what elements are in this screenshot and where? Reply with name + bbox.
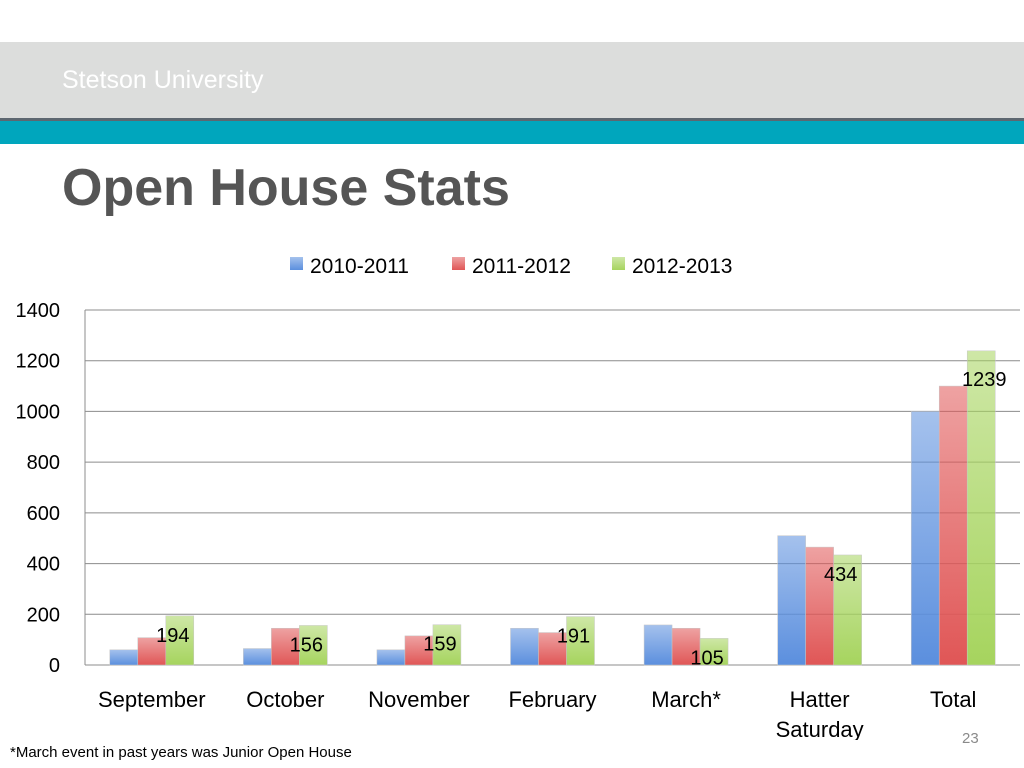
header-band <box>0 42 1024 118</box>
legend-swatch <box>452 257 465 270</box>
x-tick-label: Hatter <box>790 687 850 712</box>
bar-2012-2013-September <box>165 615 195 666</box>
data-label: 434 <box>824 564 857 586</box>
y-tick-label: 1200 <box>16 351 61 373</box>
chart-bars <box>109 350 996 666</box>
y-tick-label: 200 <box>27 604 60 626</box>
bar-2011-2012-Hatter-Saturday <box>805 546 834 666</box>
y-tick-label: 0 <box>49 655 60 677</box>
bar-2010-2011-November <box>376 649 406 666</box>
bar-2011-2012-November <box>404 635 434 666</box>
x-tick-label: Saturday <box>776 717 864 740</box>
bar-2011-2012-February <box>538 632 567 666</box>
data-label: 191 <box>557 626 590 648</box>
bar-2010-2011-September <box>109 649 139 666</box>
header-divider <box>0 118 1024 121</box>
bar-chart: 0 200 400 600 800 1000 1200 1400 September Octob… <box>16 255 1020 740</box>
legend-swatch <box>290 257 303 270</box>
bar-2012-2013-October <box>299 625 328 666</box>
x-axis-labels: September October November February March* Ha… <box>98 687 976 740</box>
x-tick-label: October <box>246 687 324 712</box>
legend-swatch <box>612 257 625 270</box>
y-tick-label: 1400 <box>16 300 61 322</box>
bar-2012-2013-Total <box>966 350 996 666</box>
bar-2012-2013-Hatter-Saturday <box>833 554 862 666</box>
header-university-name: Stetson University <box>62 66 264 94</box>
data-label: 159 <box>423 634 456 656</box>
header-teal-band <box>0 121 1024 144</box>
bar-2012-2013-March* <box>699 638 729 666</box>
bar-2010-2011-March* <box>643 624 673 666</box>
bar-2010-2011-Hatter-Saturday <box>777 535 806 666</box>
data-label: 194 <box>156 625 189 647</box>
x-tick-label: September <box>98 687 206 712</box>
y-tick-label: 400 <box>27 554 60 576</box>
y-axis-ticks: 0 200 400 600 800 1000 1200 1400 <box>16 300 61 677</box>
slide-number: 23 <box>962 730 979 747</box>
data-label: 105 <box>690 647 723 669</box>
x-tick-label: March* <box>651 687 721 712</box>
slide-title: Open House Stats <box>62 159 510 217</box>
bar-2010-2011-February <box>510 627 539 666</box>
bar-2011-2012-September <box>137 637 167 666</box>
x-tick-label: February <box>508 687 596 712</box>
bar-2010-2011-October <box>243 648 272 666</box>
bar-2012-2013-February <box>566 616 595 666</box>
bar-2012-2013-November <box>432 624 462 666</box>
x-tick-label: November <box>368 687 469 712</box>
bar-2011-2012-Total <box>938 385 968 666</box>
y-tick-label: 800 <box>27 452 60 474</box>
chart-legend: 2010-2011 2011-2012 2012-2013 <box>290 255 732 278</box>
bar-2010-2011-Total <box>910 411 940 666</box>
legend-label: 2011-2012 <box>472 255 571 278</box>
x-tick-label: Total <box>930 687 976 712</box>
legend-label: 2012-2013 <box>632 255 732 278</box>
footnote: *March event in past years was Junior Op… <box>10 744 352 761</box>
chart-gridlines <box>84 309 1020 666</box>
y-tick-label: 1000 <box>16 401 61 423</box>
legend-label: 2010-2011 <box>310 255 409 278</box>
y-tick-label: 600 <box>27 503 60 525</box>
data-label: 156 <box>290 634 323 656</box>
data-label: 1239 <box>962 369 1007 391</box>
data-labels: 194 156 159 191 105 434 1239 <box>156 369 1006 670</box>
